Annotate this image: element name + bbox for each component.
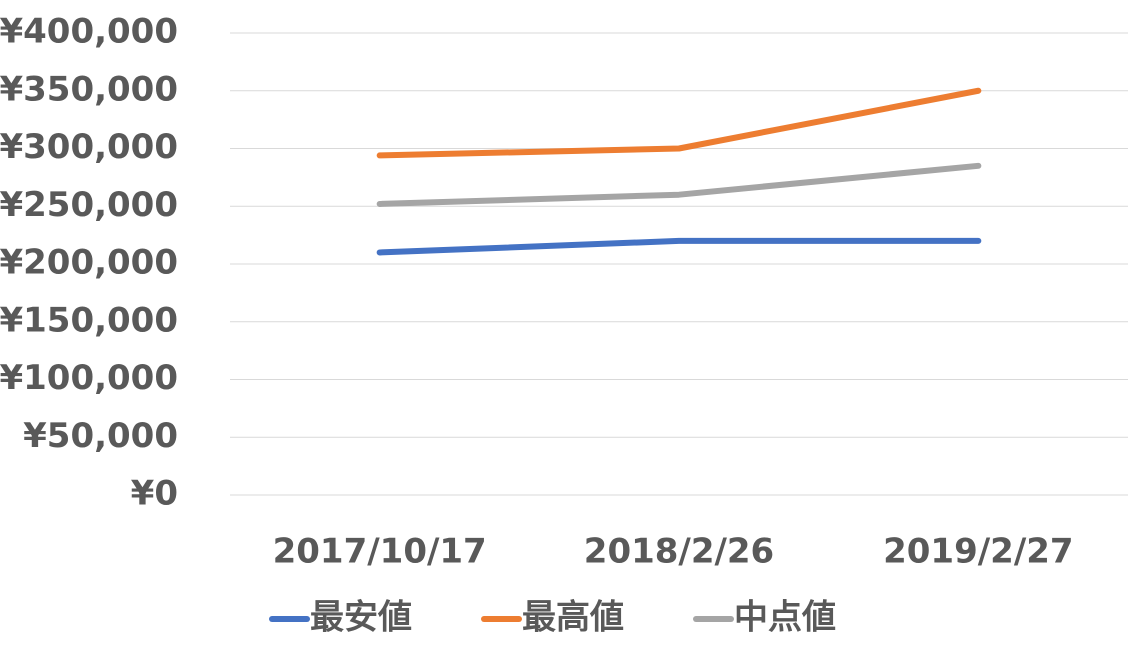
y-tick-label: ¥50,000	[23, 416, 178, 456]
legend-label: 中点値	[734, 598, 836, 638]
y-tick-label: ¥350,000	[0, 69, 178, 109]
x-tick-label: 2019/2/27	[883, 532, 1073, 572]
y-tick-label: ¥150,000	[0, 300, 178, 340]
y-tick-label: ¥300,000	[0, 127, 178, 167]
y-tick-label: ¥0	[131, 474, 178, 514]
x-tick-label: 2017/10/17	[273, 532, 487, 572]
legend-label: 最高値	[522, 598, 624, 638]
y-tick-label: ¥100,000	[0, 358, 178, 398]
y-tick-label: ¥400,000	[0, 12, 178, 52]
series-line	[376, 162, 982, 207]
series-line	[376, 237, 982, 256]
x-tick-label: 2018/2/26	[584, 532, 774, 572]
legend-label: 最安値	[310, 598, 412, 638]
series-line	[376, 87, 982, 159]
y-tick-label: ¥200,000	[0, 243, 178, 283]
y-tick-label: ¥250,000	[0, 185, 178, 225]
